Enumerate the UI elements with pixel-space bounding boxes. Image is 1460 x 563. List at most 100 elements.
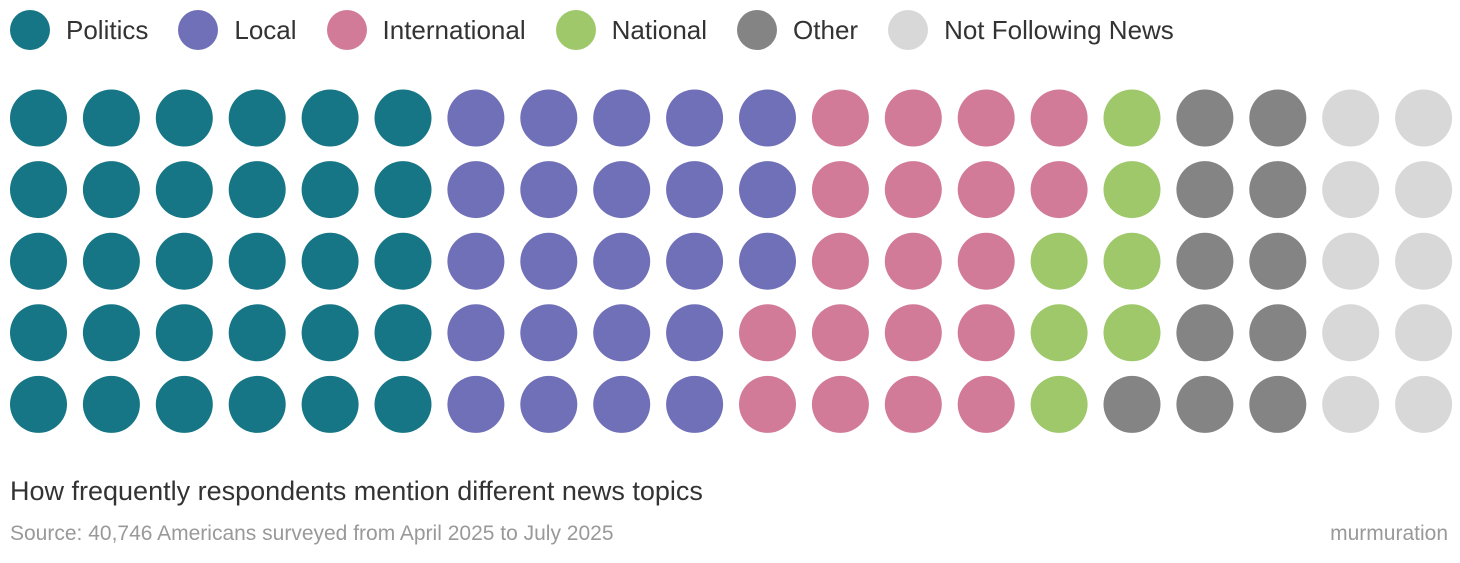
waffle-dot-politics (10, 161, 67, 219)
waffle-dot-politics (155, 161, 213, 219)
legend-label-national: National (611, 14, 708, 45)
waffle-dot-not-following-news (1322, 89, 1380, 147)
brand-label: murmuration (1330, 522, 1448, 545)
waffle-dot-local (520, 232, 578, 290)
waffle-dot-politics (82, 375, 140, 433)
legend: Politics Local International National Ot… (10, 10, 1204, 50)
waffle-dot-other (1176, 89, 1234, 147)
waffle-dot-international (811, 89, 869, 147)
waffle-dot-politics (82, 304, 140, 362)
legend-label-politics: Politics (66, 14, 149, 45)
waffle-dot-international (957, 232, 1015, 290)
waffle-dot-other (1176, 232, 1234, 290)
waffle-dot-not-following-news (1322, 232, 1380, 290)
waffle-dot-local (739, 161, 796, 219)
legend-label-other: Other (793, 14, 859, 45)
waffle-dot-international (811, 304, 869, 362)
waffle-dot-politics (82, 232, 140, 290)
waffle-dot-national (1030, 304, 1088, 362)
waffle-dot-politics (82, 89, 140, 147)
legend-item-international: International (326, 10, 526, 50)
legend-swatch-national (555, 10, 596, 50)
waffle-dot-local (739, 232, 796, 290)
legend-swatch-other (737, 10, 778, 50)
waffle-dot-politics (10, 232, 67, 290)
waffle-dot-not-following-news (1395, 375, 1453, 433)
waffle-dot-international (884, 375, 942, 433)
waffle-dot-politics (301, 161, 359, 219)
waffle-dot-politics (301, 375, 359, 433)
waffle-dot-international (884, 232, 942, 290)
waffle-dot-local (666, 304, 724, 362)
waffle-dot-international (739, 375, 796, 433)
waffle-dot-local (447, 232, 505, 290)
waffle-dot-not-following-news (1395, 304, 1453, 362)
waffle-dot-politics (301, 304, 359, 362)
waffle-dot-local (593, 232, 651, 290)
waffle-dot-local (666, 89, 724, 147)
waffle-dot-politics (10, 89, 67, 147)
waffle-dot-international (739, 304, 796, 362)
waffle-dot-national (1103, 232, 1161, 290)
legend-label-international: International (382, 14, 526, 45)
waffle-dot-politics (10, 375, 67, 433)
waffle-dot-politics (374, 161, 432, 219)
waffle-dot-national (1030, 375, 1088, 433)
waffle-dot-national (1103, 161, 1161, 219)
waffle-dot-politics (228, 232, 286, 290)
waffle-dot-local (447, 304, 505, 362)
waffle-dot-local (447, 161, 505, 219)
chart-source: Source: 40,746 Americans surveyed from A… (10, 522, 614, 545)
waffle-dot-international (884, 161, 942, 219)
legend-item-not-following-news: Not Following News (888, 10, 1174, 50)
legend-item-other: Other (737, 10, 858, 50)
waffle-dot-other (1249, 304, 1307, 362)
waffle-dot-national (1103, 304, 1161, 362)
waffle-dot-local (447, 89, 505, 147)
waffle-dot-local (520, 375, 578, 433)
waffle-dot-not-following-news (1322, 161, 1380, 219)
waffle-dot-politics (228, 304, 286, 362)
waffle-dot-not-following-news (1395, 89, 1453, 147)
waffle-dot-politics (301, 89, 359, 147)
waffle-dot-politics (155, 232, 213, 290)
waffle-dot-other (1249, 232, 1307, 290)
waffle-dot-politics (228, 89, 286, 147)
waffle-dot-international (811, 375, 869, 433)
legend-swatch-politics (10, 10, 50, 50)
waffle-dot-politics (374, 89, 432, 147)
waffle-dot-not-following-news (1395, 232, 1453, 290)
legend-swatch-local (178, 10, 219, 50)
waffle-dot-international (811, 161, 869, 219)
legend-label-not-following-news: Not Following News (944, 14, 1174, 45)
waffle-dot-international (957, 161, 1015, 219)
waffle-dot-national (1030, 232, 1088, 290)
waffle-dot-local (666, 375, 724, 433)
waffle-dot-international (811, 232, 869, 290)
waffle-dot-politics (10, 304, 67, 362)
waffle-dot-other (1176, 304, 1234, 362)
waffle-dot-politics (155, 304, 213, 362)
waffle-dot-international (1030, 89, 1088, 147)
waffle-dot-international (884, 89, 942, 147)
waffle-dot-politics (228, 375, 286, 433)
waffle-dot-international (957, 375, 1015, 433)
waffle-dot-politics (301, 232, 359, 290)
waffle-dot-international (884, 304, 942, 362)
waffle-dot-local (739, 89, 796, 147)
legend-item-politics: Politics (10, 10, 148, 50)
waffle-dot-other (1103, 375, 1161, 433)
legend-swatch-not-following-news (888, 10, 929, 50)
waffle-dot-politics (155, 89, 213, 147)
legend-item-local: Local (178, 10, 297, 50)
waffle-dot-international (957, 89, 1015, 147)
legend-label-local: Local (234, 14, 297, 45)
waffle-dot-international (1030, 161, 1088, 219)
waffle-dot-other (1249, 161, 1307, 219)
waffle-dot-local (520, 161, 578, 219)
waffle-dot-national (1103, 89, 1161, 147)
chart-title: How frequently respondents mention diffe… (10, 476, 703, 506)
waffle-dot-other (1249, 375, 1307, 433)
waffle-dot-politics (82, 161, 140, 219)
waffle-chart (10, 89, 1453, 433)
